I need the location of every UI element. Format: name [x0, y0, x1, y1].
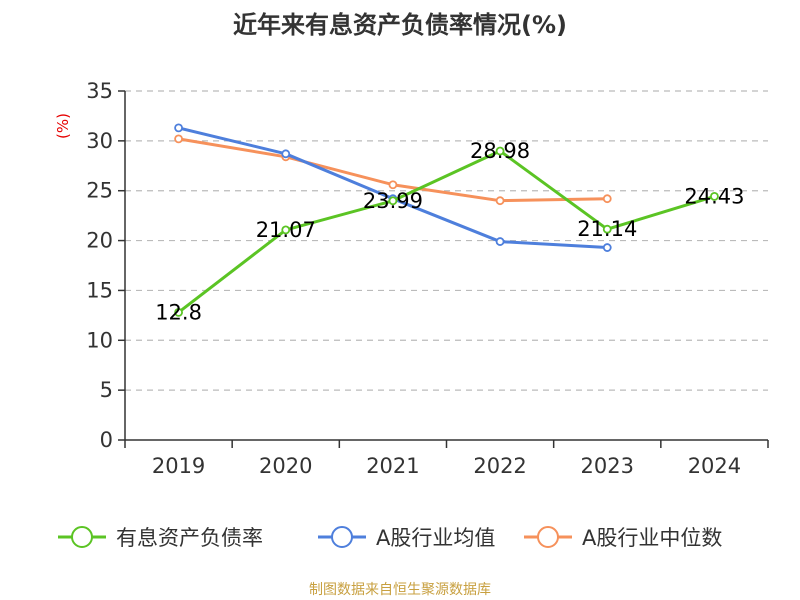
data-point — [602, 224, 612, 234]
legend-label: A股行业中位数 — [582, 526, 722, 550]
y-tick-label: 15 — [86, 278, 113, 302]
y-tick-label: 30 — [86, 129, 113, 153]
y-tick-label: 0 — [100, 428, 113, 452]
x-tick-label: 2022 — [473, 454, 526, 478]
data-point — [602, 243, 612, 252]
series-line — [177, 149, 715, 314]
x-tick-label: 2024 — [688, 454, 741, 478]
y-axis-label: (%) — [54, 113, 72, 139]
y-tick-label: 5 — [100, 378, 113, 402]
source-note: 制图数据来自恒生聚源数据库 — [309, 582, 491, 598]
x-tick-label: 2019 — [152, 454, 205, 478]
chart-title: 近年来有息资产负债率情况(%) — [233, 11, 567, 39]
y-tick-label: 10 — [86, 328, 113, 352]
y-tick-label: 20 — [86, 229, 113, 253]
x-tick-label: 2020 — [259, 454, 312, 478]
data-point — [602, 194, 612, 204]
data-labels: 12.8 21.07 23.99 28.98 21.14 24.43 — [155, 139, 744, 324]
data-point — [174, 134, 183, 144]
data-label: 21.07 — [256, 218, 316, 242]
legend-label: 有息资产负债率 — [116, 526, 263, 550]
y-tick-label: 25 — [86, 179, 113, 203]
data-label: 12.8 — [155, 300, 202, 324]
data-point — [174, 307, 183, 317]
x-tick-label: 2023 — [581, 454, 634, 478]
legend-marker — [537, 526, 559, 548]
data-point — [388, 180, 398, 190]
data-point — [710, 191, 719, 201]
data-label: 23.99 — [363, 189, 423, 213]
data-label: 24.43 — [684, 184, 744, 208]
data-point — [495, 146, 505, 156]
data-point — [388, 196, 398, 206]
data-point — [495, 237, 505, 246]
grid — [125, 90, 768, 391]
y-tick-label: 35 — [86, 79, 113, 103]
legend: 有息资产负债率 A股行业均值 A股行业中位数 — [58, 526, 722, 550]
data-label: 28.98 — [470, 139, 530, 163]
axes: 0 5 10 15 20 25 30 35 2019 2020 2021 2022 2023 2024 — [86, 79, 769, 478]
x-tick-label: 2021 — [366, 454, 419, 478]
series — [174, 123, 719, 317]
data-point — [281, 225, 291, 235]
legend-label: A股行业均值 — [376, 526, 495, 550]
legend-marker — [331, 526, 353, 548]
data-point — [281, 149, 291, 159]
data-point — [174, 123, 183, 133]
legend-marker — [71, 526, 93, 548]
data-point — [495, 196, 505, 206]
data-label: 21.14 — [577, 217, 637, 241]
